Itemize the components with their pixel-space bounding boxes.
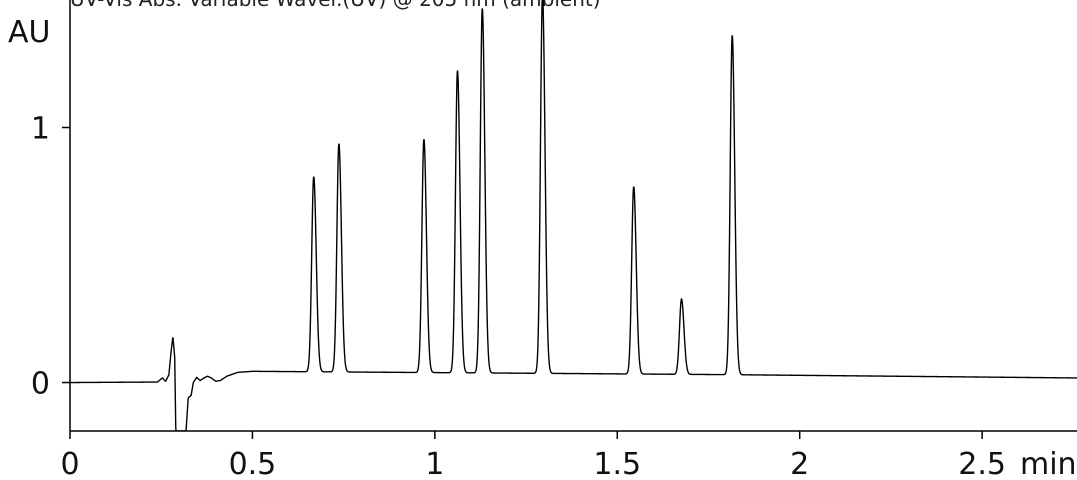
y-axis-ticks: 01: [31, 112, 70, 402]
x-tick-label: 0: [60, 447, 79, 480]
x-tick-label: 2.5: [958, 447, 1006, 480]
chromatogram-trace: [70, 0, 1077, 431]
y-axis-unit-label: AU: [8, 15, 50, 50]
x-tick-label: 2: [790, 447, 809, 480]
axes: [69, 0, 1077, 432]
x-tick-label: 1.5: [593, 447, 641, 480]
chart-header: UV-Vis Abs. Variable Wavel.(UV) @ 205 nm…: [70, 0, 601, 11]
x-axis-unit-label: min: [1020, 447, 1077, 480]
x-tick-label: 0.5: [229, 447, 277, 480]
x-axis-ticks: 0 0.5 1 1.5 2 2.5: [60, 431, 1006, 480]
trace-group: [70, 0, 1077, 431]
y-tick-label: 1: [31, 112, 50, 147]
y-tick-label: 0: [31, 367, 50, 402]
x-tick-label: 1: [425, 447, 444, 480]
